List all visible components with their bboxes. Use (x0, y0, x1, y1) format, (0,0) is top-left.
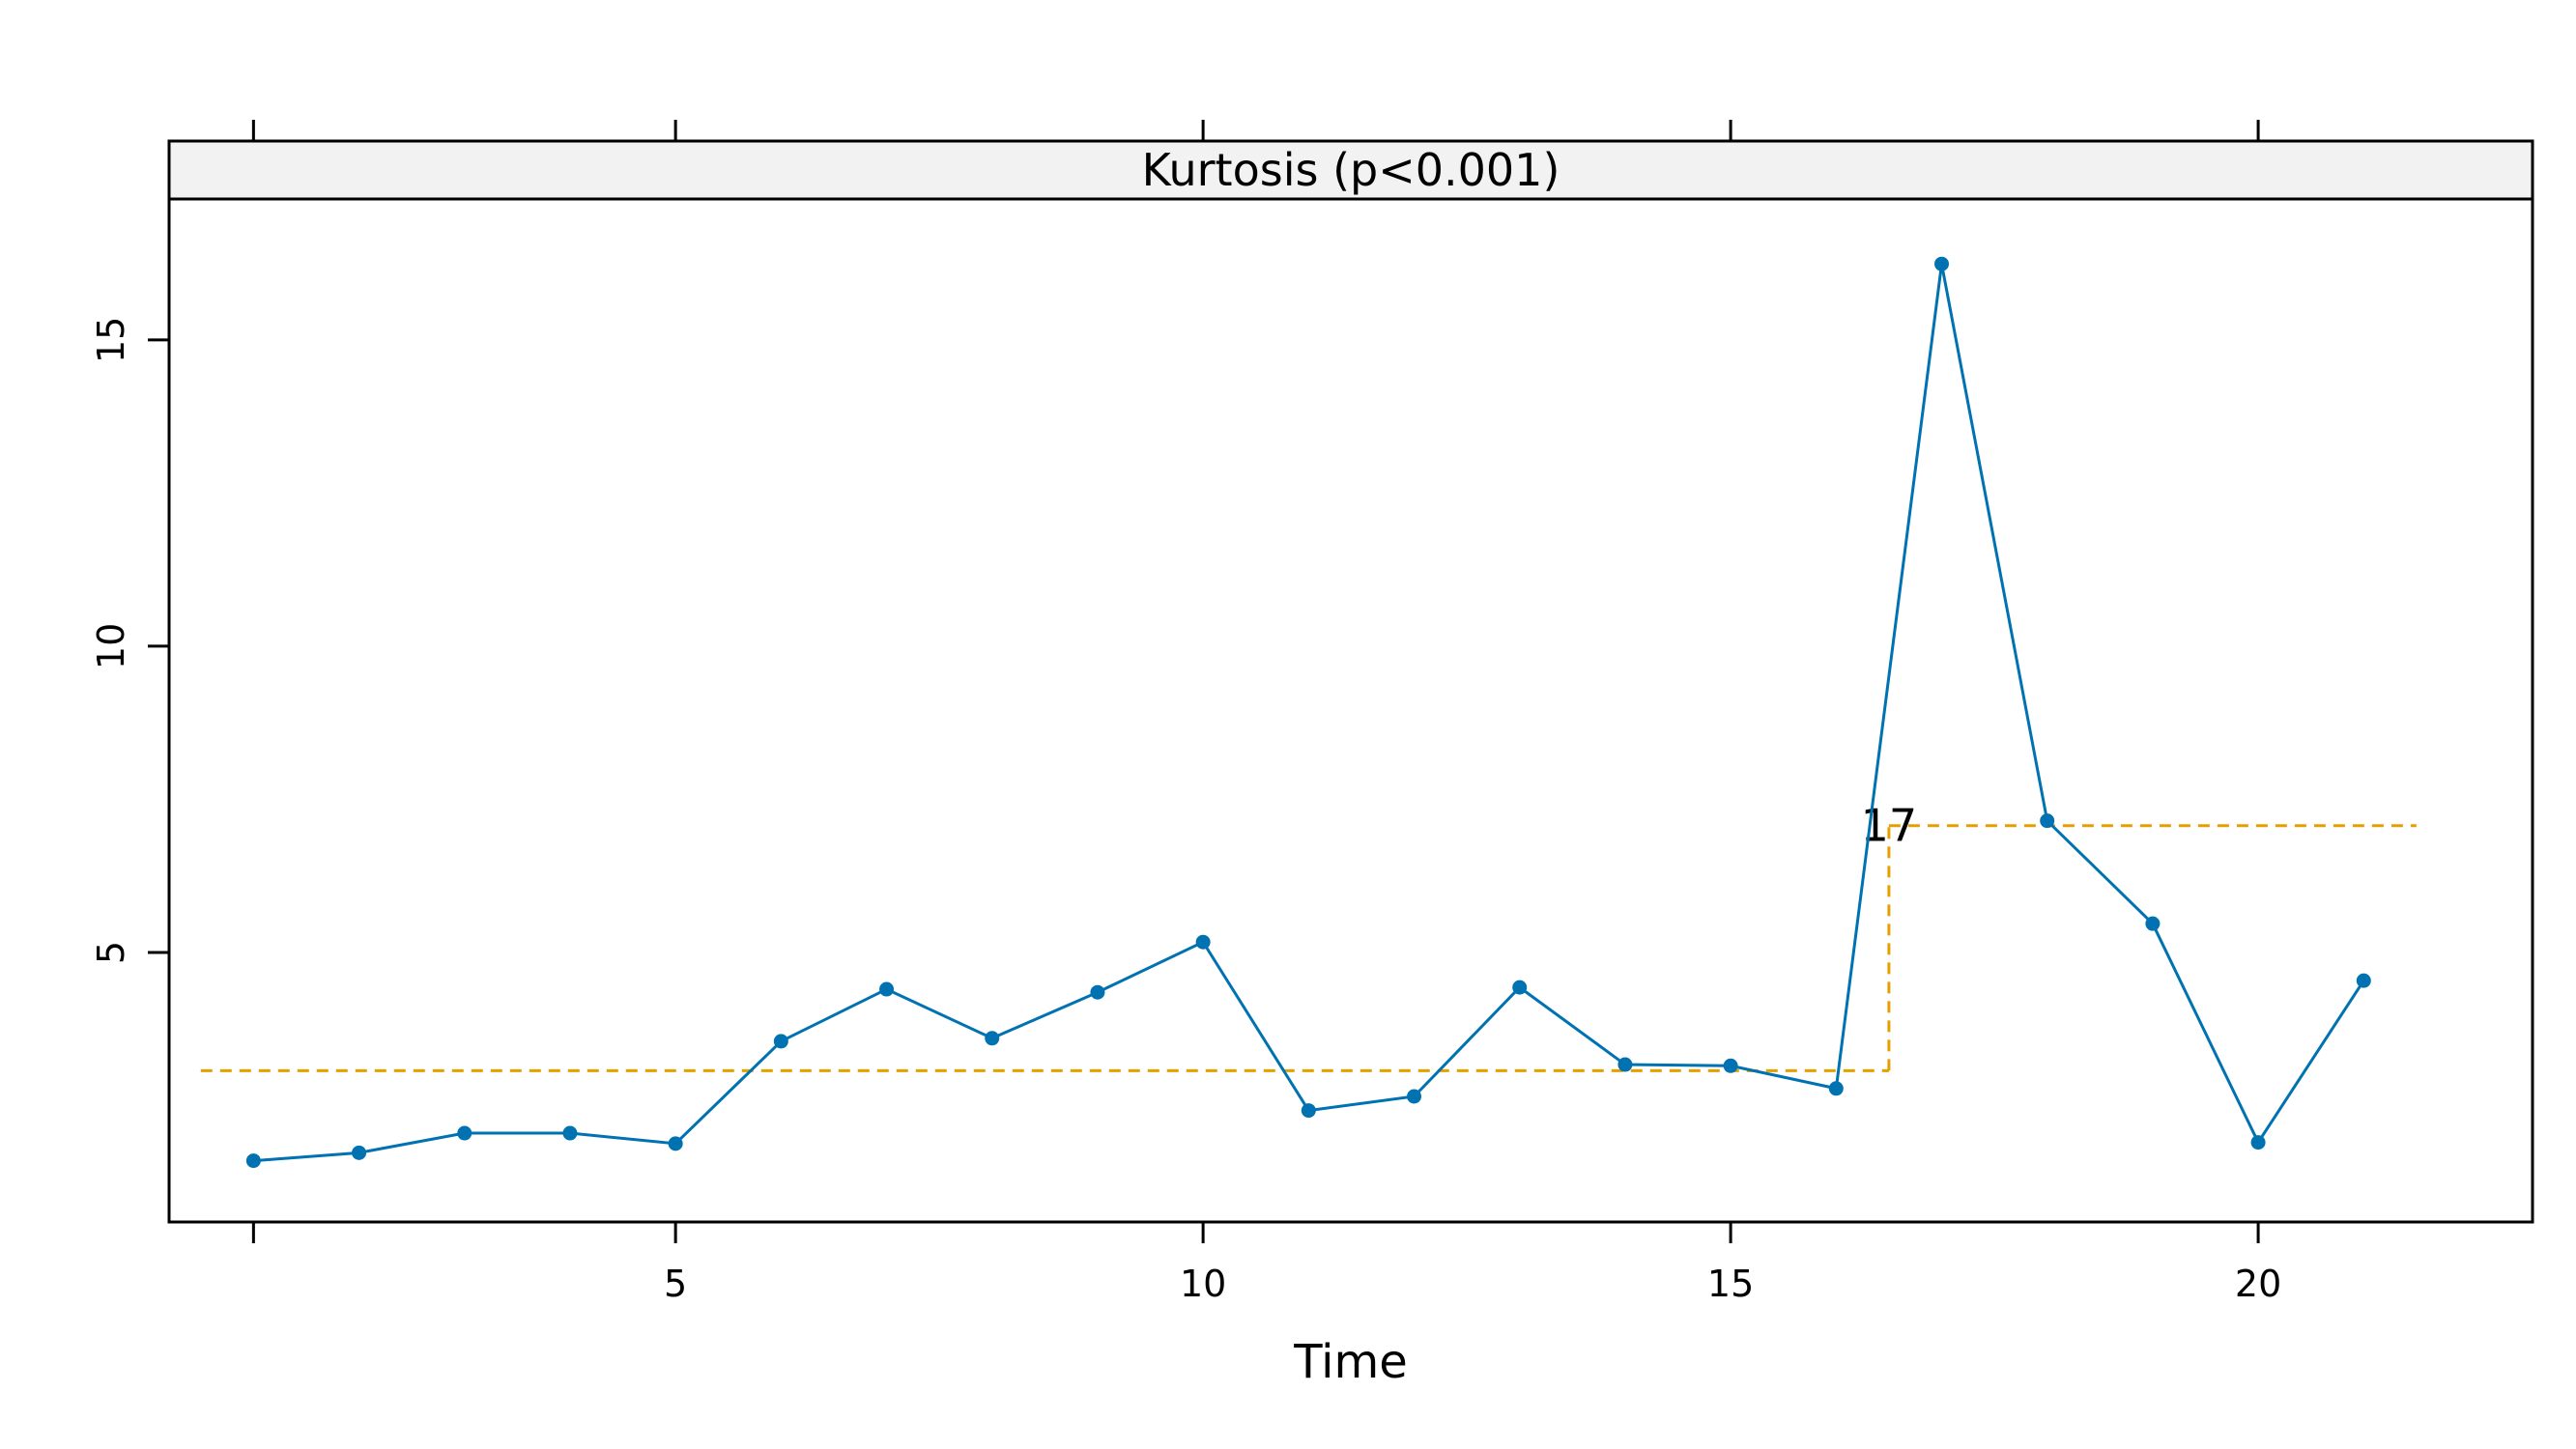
data-point (2145, 916, 2161, 931)
series-layer (245, 256, 2371, 1169)
data-point (1617, 1057, 1633, 1072)
data-point (1828, 1081, 1844, 1096)
data-point (2040, 813, 2055, 829)
changepoint-layer: 17 (200, 800, 2417, 1072)
data-point (773, 1034, 788, 1049)
data-point (668, 1136, 683, 1151)
y-tick-label: 10 (90, 623, 132, 669)
x-tick-label: 15 (1707, 1263, 1754, 1305)
data-point (2356, 973, 2371, 988)
x-axis-label: Time (1293, 1335, 1407, 1389)
data-point (245, 1153, 261, 1169)
chart-title: Kurtosis (p<0.001) (1142, 144, 1560, 196)
data-point (2250, 1135, 2266, 1151)
data-point (1301, 1103, 1316, 1119)
panel-border (167, 197, 2534, 1224)
data-point (1934, 256, 1949, 271)
x-tick-label: 10 (1180, 1263, 1226, 1305)
data-point (1407, 1089, 1422, 1104)
data-point (1723, 1058, 1738, 1073)
data-point (352, 1145, 367, 1160)
data-point (457, 1125, 472, 1141)
data-point (1090, 984, 1105, 1000)
data-point (1195, 934, 1211, 950)
data-point (879, 981, 895, 997)
y-tick-label: 5 (90, 941, 132, 964)
y-tick-label: 15 (90, 317, 132, 363)
data-point (1512, 980, 1528, 995)
x-tick-label: 20 (2235, 1263, 2281, 1305)
axis-tick-labels: 5 10 15 20 5 10 15 (90, 317, 2281, 1305)
strip-background (167, 139, 2534, 201)
x-tick-label: 5 (664, 1263, 687, 1305)
data-point (562, 1125, 578, 1141)
axis-ticks (148, 120, 2260, 1243)
data-point (985, 1031, 1000, 1046)
